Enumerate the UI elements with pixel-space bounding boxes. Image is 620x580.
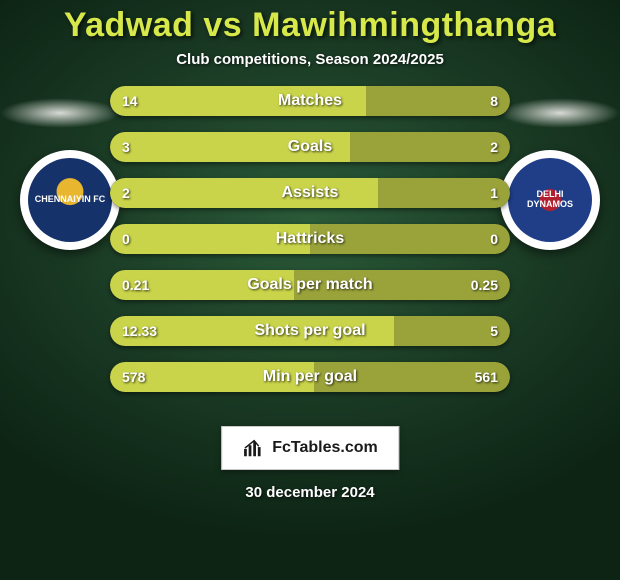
- club-badge-left: CHENNAIYIN FC: [20, 150, 120, 250]
- stat-row: 12.335Shots per goal: [110, 316, 510, 346]
- page-title: Yadwad vs Mawihmingthanga: [64, 6, 556, 45]
- brand-chart-icon: [242, 437, 264, 459]
- footer-date: 30 december 2024: [245, 484, 374, 501]
- brand-box: FcTables.com: [221, 426, 399, 470]
- spotlight-right: [500, 98, 620, 128]
- stat-fill-right: [314, 362, 510, 392]
- club-badge-left-label: CHENNAIYIN FC: [35, 195, 106, 205]
- stat-fill-left: [110, 132, 350, 162]
- stat-row: 578561Min per goal: [110, 362, 510, 392]
- club-badge-right-label: DELHI DYNAMOS: [514, 190, 586, 210]
- stat-fill-right: [394, 316, 510, 346]
- stat-fill-left: [110, 178, 378, 208]
- stat-row: 148Matches: [110, 86, 510, 116]
- stat-fill-left: [110, 224, 310, 254]
- stat-rows: 148Matches 32Goals 21Assists 00Hattricks 0.2…: [110, 86, 510, 392]
- stat-row: 21Assists: [110, 178, 510, 208]
- stat-fill-left: [110, 362, 314, 392]
- club-badge-right: DELHI DYNAMOS: [500, 150, 600, 250]
- spotlight-left: [0, 98, 120, 128]
- stat-row: 00Hattricks: [110, 224, 510, 254]
- stat-row: 32Goals: [110, 132, 510, 162]
- stage: CHENNAIYIN FC DELHI DYNAMOS 148Matches 32…: [0, 86, 620, 580]
- stat-row: 0.210.25Goals per match: [110, 270, 510, 300]
- stat-fill-right: [310, 224, 510, 254]
- stat-fill-left: [110, 270, 294, 300]
- stat-fill-right: [350, 132, 510, 162]
- subtitle: Club competitions, Season 2024/2025: [176, 51, 444, 68]
- club-badge-left-inner: CHENNAIYIN FC: [28, 158, 112, 242]
- content-root: Yadwad vs Mawihmingthanga Club competiti…: [0, 0, 620, 580]
- club-badge-right-inner: DELHI DYNAMOS: [508, 158, 592, 242]
- stat-fill-left: [110, 86, 366, 116]
- stat-fill-right: [366, 86, 510, 116]
- stat-fill-right: [378, 178, 510, 208]
- stat-fill-right: [294, 270, 510, 300]
- stat-fill-left: [110, 316, 394, 346]
- brand-text: FcTables.com: [272, 439, 378, 457]
